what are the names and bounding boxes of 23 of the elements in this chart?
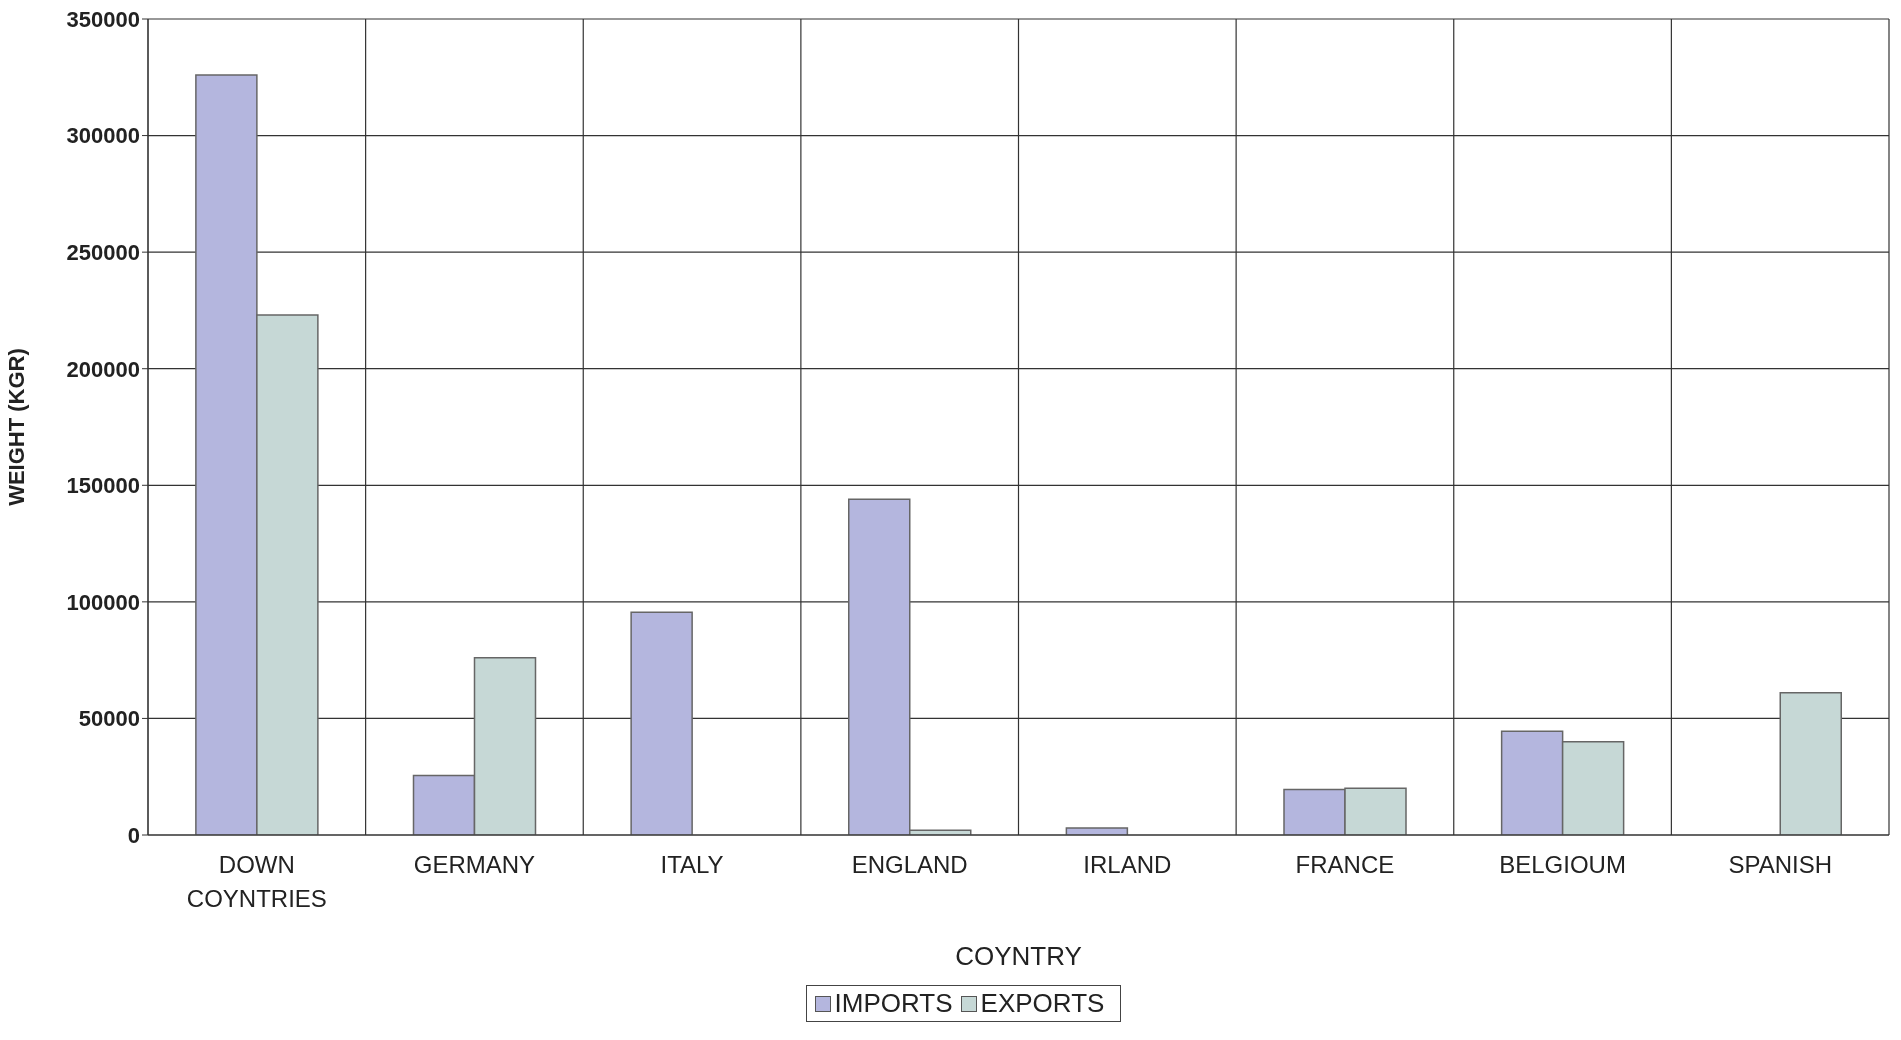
x-tick-label: IRLAND bbox=[1083, 851, 1172, 878]
x-tick-label: ENGLAND bbox=[851, 851, 968, 878]
y-axis-title: WEIGHT (KGR) bbox=[3, 348, 29, 506]
y-tick-label: 200000 bbox=[66, 356, 140, 382]
y-tick-label: 250000 bbox=[66, 239, 140, 265]
x-tick-label: GERMANY bbox=[413, 851, 536, 878]
x-axis-title: COYNTRY bbox=[955, 941, 1082, 971]
bar bbox=[1065, 827, 1129, 835]
x-tick-label: FRANCE bbox=[1295, 851, 1395, 878]
y-tick-label: 150000 bbox=[66, 473, 140, 499]
y-tick-label: 350000 bbox=[66, 6, 140, 32]
x-tick-label: ITALY bbox=[660, 851, 724, 878]
bar bbox=[1779, 692, 1842, 835]
y-tick-label: 0 bbox=[127, 822, 140, 848]
y-tick-label: 100000 bbox=[66, 589, 140, 615]
legend-label: IMPORTS bbox=[833, 988, 953, 1018]
y-tick-label: 300000 bbox=[66, 123, 140, 149]
legend-label: EXPORTS bbox=[979, 988, 1105, 1018]
x-tick-label: SPANISH bbox=[1728, 851, 1832, 878]
y-tick-label: 50000 bbox=[78, 706, 140, 732]
bar bbox=[630, 611, 693, 835]
x-tick-label: DOWN COYNTRIES bbox=[186, 851, 327, 912]
x-tick-label: BELGIOUM bbox=[1499, 851, 1626, 878]
